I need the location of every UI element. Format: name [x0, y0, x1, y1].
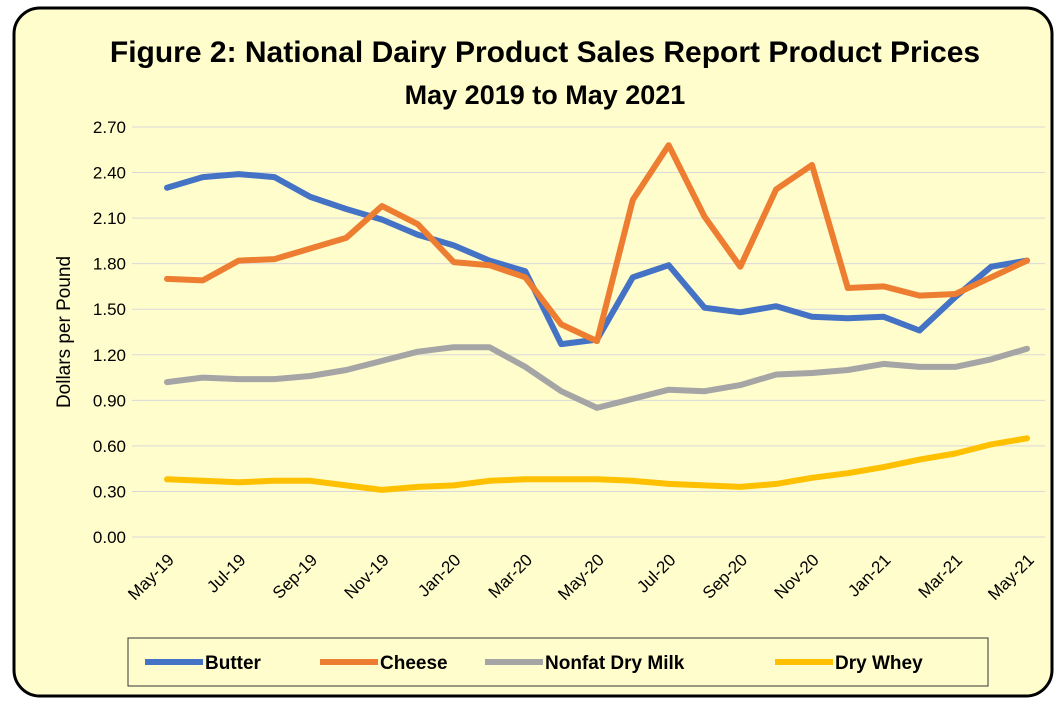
chart-subtitle: May 2019 to May 2021: [405, 80, 686, 110]
y-tick-label: 1.50: [93, 300, 126, 319]
chart-title: Figure 2: National Dairy Product Sales R…: [110, 36, 980, 69]
y-tick-label: 1.20: [93, 346, 126, 365]
y-tick-label: 2.40: [93, 164, 126, 183]
legend-label: Butter: [205, 653, 262, 674]
y-tick-label: 2.70: [93, 118, 126, 137]
series-line: [164, 344, 1030, 411]
legend-label: Nonfat Dry Milk: [545, 653, 685, 674]
series-line: [164, 435, 1030, 493]
series-line: [164, 142, 1030, 345]
y-tick-label: 0.00: [93, 528, 126, 547]
legend-box: [127, 637, 989, 687]
legend-label: Cheese: [380, 653, 448, 674]
legend-label: Dry Whey: [835, 653, 923, 674]
chart-frame: [12, 6, 1054, 698]
y-tick-label: 1.80: [93, 255, 126, 274]
y-tick-label: 0.90: [93, 391, 126, 410]
y-tick-label: 0.60: [93, 437, 126, 456]
y-axis-label: Dollars per Pound: [54, 256, 75, 408]
y-tick-label: 0.30: [93, 482, 126, 501]
y-tick-label: 2.10: [93, 209, 126, 228]
